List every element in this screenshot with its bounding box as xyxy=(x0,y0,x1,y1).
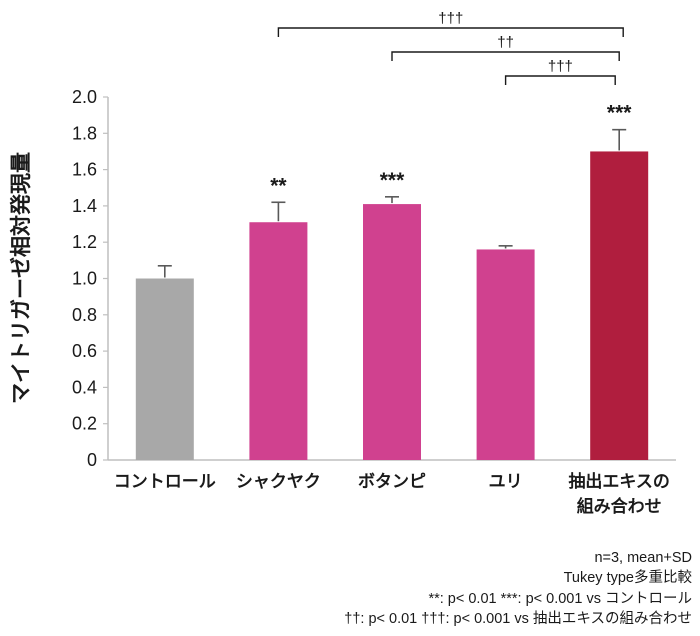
x-tick-label: コントロール xyxy=(114,472,216,491)
x-tick-label: ユリ xyxy=(489,472,523,491)
bracket-1 xyxy=(391,51,620,61)
y-tick-label: 1.4 xyxy=(72,196,97,216)
sig-label: *** xyxy=(607,102,632,125)
bracket-2 xyxy=(504,75,616,85)
footnote-line: n=3, mean+SD xyxy=(594,549,692,566)
bar-2 xyxy=(363,204,421,460)
y-tick-label: 0 xyxy=(87,450,97,470)
bar-4 xyxy=(590,151,649,460)
bar-3 xyxy=(476,249,535,460)
bracket-label-1: †† xyxy=(497,34,514,51)
bracket-label-2: ††† xyxy=(548,58,573,75)
y-tick-label: 0.6 xyxy=(72,341,97,361)
footnote-line: Tukey type多重比較 xyxy=(563,570,692,587)
footnotes-block: n=3, mean+SD Tukey type多重比較 **: p< 0.01 … xyxy=(344,548,692,630)
x-tick-label: 抽出エキスの xyxy=(568,471,670,491)
bar-0 xyxy=(135,278,194,460)
y-tick-label: 2.0 xyxy=(72,87,97,107)
sig-label: *** xyxy=(380,169,405,192)
y-tick-label: 1.8 xyxy=(72,123,97,143)
footnote-line: **: p< 0.01 ***: p< 0.001 vs コントロール xyxy=(428,590,692,607)
x-tick-label: 組み合わせ xyxy=(577,496,662,516)
bracket-0 xyxy=(277,27,624,37)
sig-label: ** xyxy=(270,174,287,197)
bracket-label-0: ††† xyxy=(438,10,463,27)
y-axis-title: マイトリガーゼ相対発現量 xyxy=(9,152,33,404)
y-tick-label: 1.6 xyxy=(72,160,97,180)
x-tick-label: ボタンピ xyxy=(358,472,426,491)
y-tick-label: 0.8 xyxy=(72,305,97,325)
y-tick-label: 0.4 xyxy=(72,377,97,397)
footnote-line: ††: p< 0.01 †††: p< 0.001 vs 抽出エキスの組み合わせ xyxy=(344,611,692,628)
y-tick-label: 0.2 xyxy=(72,414,97,434)
y-tick-label: 1.0 xyxy=(72,269,97,289)
bar-1 xyxy=(249,222,308,460)
y-tick-label: 1.2 xyxy=(72,232,97,252)
x-tick-label: シャクヤク xyxy=(236,472,321,491)
